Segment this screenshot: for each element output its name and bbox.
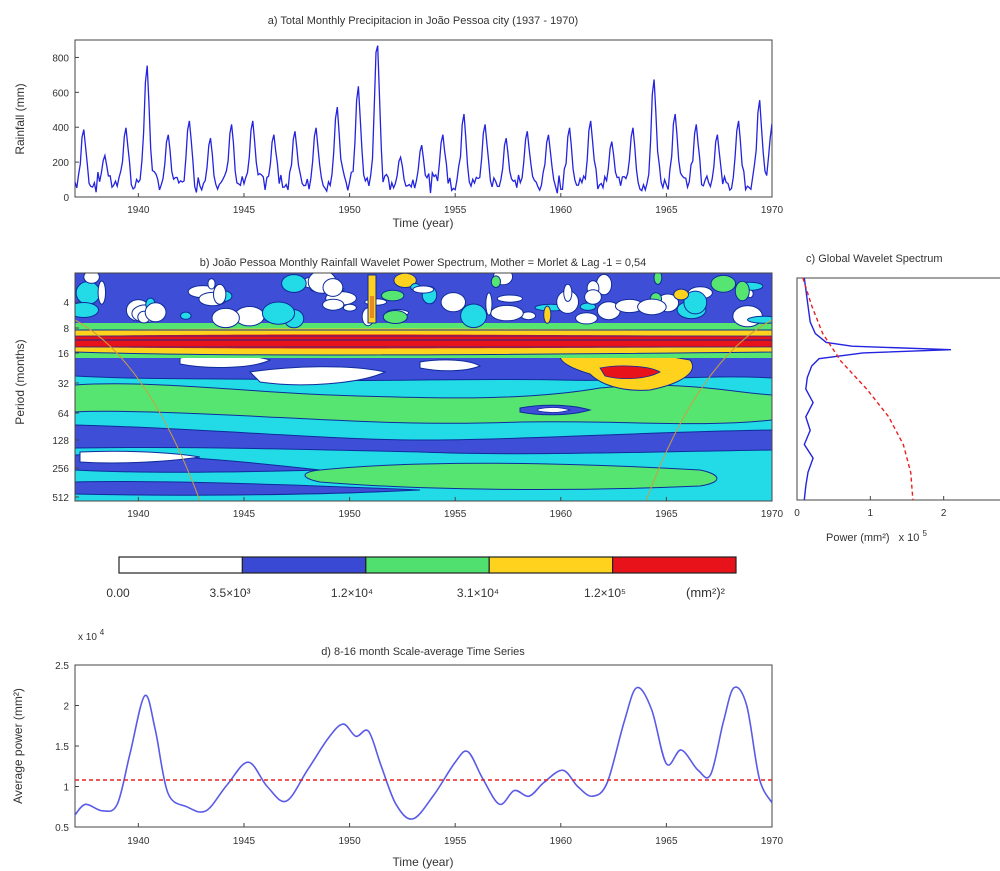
panel-d-xtick-label: 1965 bbox=[655, 836, 678, 847]
panel-d-xtick-label: 1970 bbox=[761, 836, 784, 847]
panel-a: a) Total Monthly Precipitacion in João P… bbox=[13, 15, 784, 230]
panel-d-ytick-label: 2.5 bbox=[55, 661, 69, 672]
panel-b-xtick-label: 1955 bbox=[444, 509, 467, 520]
colorbar-label: 3.5×10³ bbox=[209, 586, 250, 600]
panel-a-ytick-label: 200 bbox=[52, 158, 69, 169]
panel-b-ytick-label: 256 bbox=[52, 464, 69, 475]
panel-c-xtick-label: 2 bbox=[941, 508, 947, 519]
panel-b-ticks: 1940 1945 1950 1955 1960 1965 1970 4 8 16 32 64 128 2… bbox=[52, 298, 783, 520]
panel-a-xtick-label: 1970 bbox=[761, 205, 784, 216]
panel-d-exponent-value: 4 bbox=[100, 628, 105, 637]
panel-c-xlabel-text: Power (mm²) bbox=[826, 532, 890, 544]
scale-average-series-line bbox=[75, 686, 772, 820]
panel-b-axes bbox=[74, 272, 773, 502]
panel-a-ytick-label: 600 bbox=[52, 88, 69, 99]
panel-b-xtick-label: 1940 bbox=[127, 509, 150, 520]
panel-a-xtick-label: 1965 bbox=[655, 205, 678, 216]
colorbar-unit: (mm²)² bbox=[686, 585, 726, 600]
panel-a-title: a) Total Monthly Precipitacion in João P… bbox=[268, 15, 578, 27]
panel-d-title: d) 8-16 month Scale-average Time Series bbox=[321, 646, 525, 658]
colorbar-label: 1.2×10⁴ bbox=[331, 586, 373, 600]
panel-a-ticks: 1940 1945 1950 1955 1960 1965 1970 0 200 400 600 80… bbox=[52, 53, 783, 216]
panel-d-ticks: 1940 1945 1950 1955 1960 1965 1970 0.5 1 1.5 2 2.5 bbox=[55, 661, 783, 847]
panel-d-ytick-label: 2 bbox=[63, 702, 69, 713]
panel-c-xtick-label: 1 bbox=[868, 508, 874, 519]
panel-b-ytick-label: 8 bbox=[63, 324, 69, 335]
panel-b-ylabel: Period (months) bbox=[13, 339, 27, 424]
panel-c-title: c) Global Wavelet Spectrum bbox=[806, 253, 943, 265]
panel-d-xlabel: Time (year) bbox=[393, 855, 454, 869]
panel-a-xtick-label: 1950 bbox=[338, 205, 361, 216]
panel-a-ytick-label: 800 bbox=[52, 53, 69, 64]
panel-b: b) João Pessoa Monthly Rainfall Wavelet … bbox=[13, 257, 784, 520]
panel-d-ylabel: Average power (mm²) bbox=[11, 688, 25, 804]
panel-c-xlabel-exp: 5 bbox=[922, 529, 927, 538]
panel-b-xtick-label: 1945 bbox=[233, 509, 256, 520]
panel-a-xtick-label: 1960 bbox=[550, 205, 573, 216]
panel-d-xtick-label: 1955 bbox=[444, 836, 467, 847]
colorbar-box bbox=[118, 556, 244, 574]
panel-c-ticks: 0 1 2 bbox=[794, 496, 947, 519]
global-wavelet-series-line bbox=[803, 278, 952, 500]
panel-b-ytick-label: 16 bbox=[58, 349, 70, 360]
panel-d-axes bbox=[74, 664, 773, 828]
panel-b-xtick-label: 1950 bbox=[338, 509, 361, 520]
panel-d-xtick-label: 1950 bbox=[338, 836, 361, 847]
panel-d-ytick-label: 1.5 bbox=[55, 742, 69, 753]
panel-c-axes bbox=[796, 277, 1000, 501]
panel-a-ytick-label: 400 bbox=[52, 123, 69, 134]
panel-b-ytick-label: 32 bbox=[58, 379, 70, 390]
panel-b-xtick-label: 1965 bbox=[655, 509, 678, 520]
panel-a-ytick-label: 0 bbox=[63, 193, 69, 204]
panel-c-xtick-label: 0 bbox=[794, 508, 800, 519]
panel-b-title: b) João Pessoa Monthly Rainfall Wavelet … bbox=[200, 257, 647, 269]
colorbar-box bbox=[241, 556, 367, 574]
panel-a-xtick-label: 1955 bbox=[444, 205, 467, 216]
panel-d-exponent-base: x 10 bbox=[78, 632, 97, 643]
colorbar-label: 0.00 bbox=[106, 586, 130, 600]
colorbar-box bbox=[488, 556, 614, 574]
panel-b-xtick-label: 1970 bbox=[761, 509, 784, 520]
colorbar-box bbox=[611, 556, 737, 574]
panel-c: c) Global Wavelet Spectrum 0 1 2 Power (mm… bbox=[794, 253, 1000, 544]
panel-b-ytick-label: 4 bbox=[63, 298, 69, 309]
panel-a-axes bbox=[74, 39, 773, 198]
colorbar: 0.00 3.5×10³ 1.2×10⁴ 3.1×10⁴ 1.2×10⁵ (mm²)² bbox=[106, 556, 737, 600]
panel-d-exponent-label: x 10 4 bbox=[78, 628, 105, 643]
panel-a-xtick-label: 1940 bbox=[127, 205, 150, 216]
panel-a-xtick-label: 1945 bbox=[233, 205, 256, 216]
panel-c-xlabel-mult: x 10 bbox=[899, 532, 920, 544]
panel-b-ytick-label: 512 bbox=[52, 493, 69, 504]
panel-d-ytick-label: 0.5 bbox=[55, 823, 69, 834]
panel-b-ytick-label: 128 bbox=[52, 436, 69, 447]
colorbar-boxes bbox=[118, 556, 737, 574]
colorbar-label: 1.2×10⁵ bbox=[584, 586, 626, 600]
panel-b-ytick-label: 64 bbox=[58, 409, 70, 420]
panel-d-xtick-label: 1940 bbox=[127, 836, 150, 847]
colorbar-label: 3.1×10⁴ bbox=[457, 586, 499, 600]
panel-d-xtick-label: 1960 bbox=[550, 836, 573, 847]
wavelet-power-heatmap bbox=[75, 273, 772, 501]
colorbar-box bbox=[365, 556, 490, 574]
panel-a-ylabel: Rainfall (mm) bbox=[13, 83, 27, 154]
colorbar-labels: 0.00 3.5×10³ 1.2×10⁴ 3.1×10⁴ 1.2×10⁵ bbox=[106, 586, 626, 600]
panel-b-xtick-label: 1960 bbox=[550, 509, 573, 520]
panel-d: d) 8-16 month Scale-average Time Series … bbox=[11, 628, 784, 869]
panel-d-ytick-label: 1 bbox=[63, 783, 69, 794]
panel-c-xlabel: Power (mm²) x 10 5 bbox=[826, 529, 927, 544]
panel-a-xlabel: Time (year) bbox=[393, 216, 454, 230]
panel-d-xtick-label: 1945 bbox=[233, 836, 256, 847]
rainfall-series-line bbox=[75, 45, 772, 194]
